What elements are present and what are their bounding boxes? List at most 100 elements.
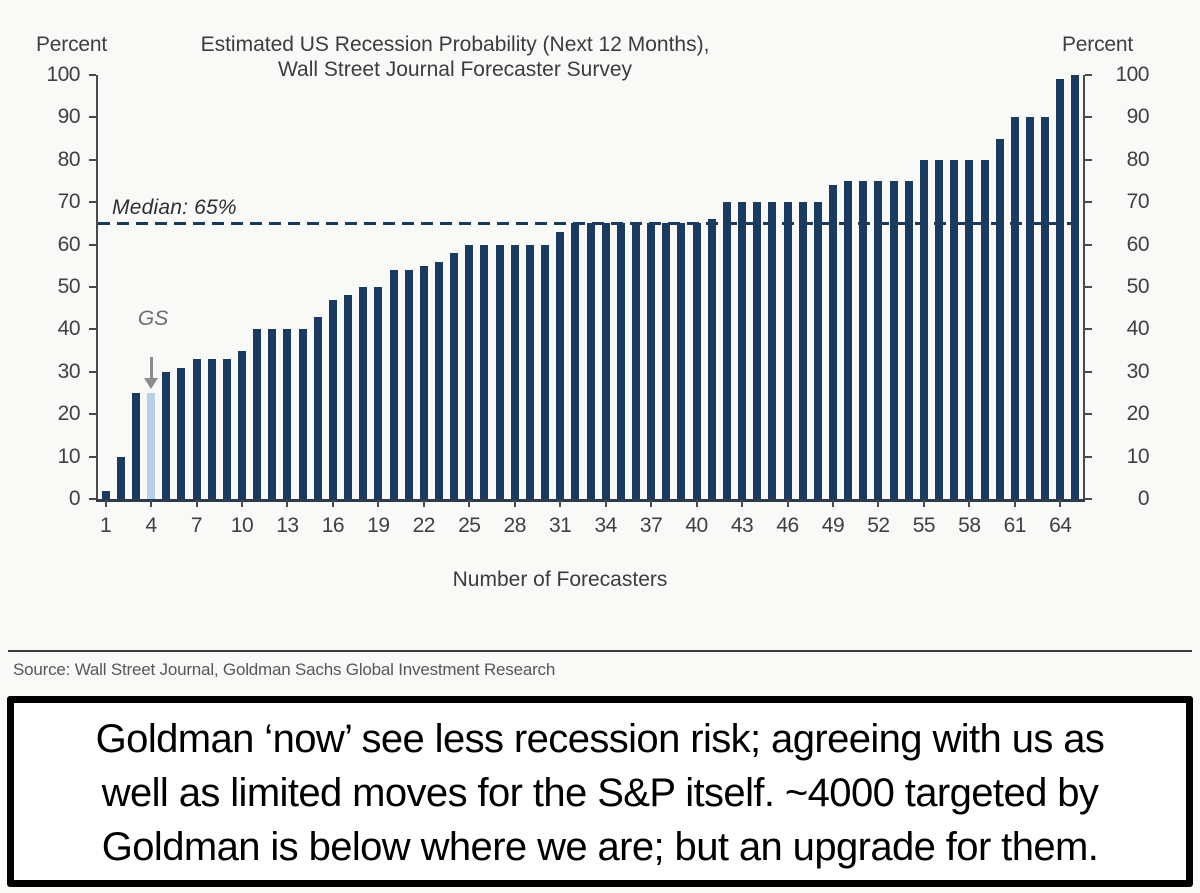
bar xyxy=(359,287,368,499)
x-axis-tick-label: 49 xyxy=(821,514,845,537)
bar xyxy=(1025,117,1034,499)
x-axis-tick-label: 43 xyxy=(730,514,754,537)
caption-line: Goldman is below where we are; but an up… xyxy=(101,825,1099,869)
x-axis-tick-label: 34 xyxy=(594,514,617,537)
y-axis-tick-label-left: 0 xyxy=(68,487,81,510)
bar xyxy=(131,393,140,499)
x-axis-tick-label: 16 xyxy=(321,514,345,537)
y-axis-tick-right xyxy=(1085,201,1092,204)
bar xyxy=(707,219,716,499)
x-axis-tick-label: 58 xyxy=(958,514,981,537)
x-axis-tick-label: 52 xyxy=(867,514,890,537)
y-axis-tick-right xyxy=(1085,413,1092,416)
bar xyxy=(919,159,928,499)
bar xyxy=(237,350,246,499)
x-axis-tick xyxy=(1013,500,1016,507)
x-axis-tick xyxy=(559,500,562,507)
y-axis-tick-label-left: 90 xyxy=(57,105,81,129)
bar xyxy=(813,202,822,499)
bar xyxy=(1041,117,1050,499)
x-axis-tick xyxy=(240,500,243,507)
y-axis-tick-label-right: 70 xyxy=(1126,190,1150,214)
y-axis-tick-right xyxy=(1085,243,1092,246)
y-axis-tick-left xyxy=(89,413,96,416)
bar xyxy=(677,223,686,499)
bar xyxy=(874,181,883,499)
x-axis-tick-label: 22 xyxy=(412,514,436,537)
bar xyxy=(419,265,428,499)
y-axis-line-right xyxy=(1083,75,1085,502)
bar xyxy=(283,329,292,499)
y-axis-tick-left xyxy=(89,328,96,331)
bar xyxy=(601,223,610,499)
bar xyxy=(631,223,640,499)
x-axis-tick xyxy=(377,500,380,507)
x-axis-tick xyxy=(695,500,698,507)
bar xyxy=(192,359,201,499)
y-axis-tick-left xyxy=(89,158,96,161)
x-axis-tick-label: 31 xyxy=(549,514,572,537)
y-axis-tick-label-right: 10 xyxy=(1126,444,1150,468)
x-axis-tick-label: 37 xyxy=(639,514,663,537)
left-axis-unit-label: Percent xyxy=(36,33,107,56)
bar xyxy=(480,244,489,499)
bar xyxy=(995,138,1004,499)
gs-label: GS xyxy=(137,307,169,330)
y-axis-tick-label-right: 40 xyxy=(1126,317,1150,341)
x-axis-tick xyxy=(422,500,425,507)
y-axis-tick-label-right: 90 xyxy=(1126,105,1150,129)
bar xyxy=(116,456,125,499)
y-axis-tick-left xyxy=(89,286,96,288)
x-axis-tick xyxy=(468,500,471,507)
bar xyxy=(525,244,534,499)
gs-arrow-icon xyxy=(149,357,153,378)
bar xyxy=(950,159,959,499)
x-axis-tick-label: 4 xyxy=(145,514,157,537)
right-axis-unit-label: Percent xyxy=(1062,33,1133,56)
bar xyxy=(571,223,580,499)
x-axis-tick-label: 61 xyxy=(1003,514,1027,537)
bar xyxy=(647,223,656,499)
bar xyxy=(207,359,216,499)
bar xyxy=(313,316,322,499)
x-axis-tick xyxy=(604,500,607,507)
bar xyxy=(722,202,731,499)
gs-highlight-bar xyxy=(147,393,156,499)
bar xyxy=(101,490,110,499)
bar xyxy=(253,329,262,499)
y-axis-tick-right xyxy=(1085,74,1092,76)
bar xyxy=(374,287,383,499)
x-axis-tick-label: 55 xyxy=(912,514,936,537)
y-axis-tick-label-right: 30 xyxy=(1126,359,1150,383)
y-axis-tick-left xyxy=(89,116,96,119)
bar xyxy=(768,202,777,499)
bar xyxy=(662,223,671,499)
bar xyxy=(495,244,504,499)
x-axis-tick xyxy=(968,500,971,507)
y-axis-tick-left xyxy=(89,201,96,204)
bar xyxy=(222,359,231,499)
y-axis-tick-label-left: 80 xyxy=(57,147,81,171)
bar xyxy=(783,202,792,499)
y-axis-line-left xyxy=(96,75,98,502)
chart-title-line-1: Estimated US Recession Probability (Next… xyxy=(200,33,710,56)
y-axis-tick-label-left: 20 xyxy=(57,402,81,426)
bar xyxy=(935,159,944,499)
y-axis-tick-label-left: 40 xyxy=(57,317,81,341)
bar xyxy=(965,159,974,499)
bar xyxy=(844,181,853,499)
bar xyxy=(1071,75,1080,499)
x-axis-tick xyxy=(150,500,153,507)
bar xyxy=(753,202,762,499)
bar xyxy=(692,223,701,499)
x-axis-tick xyxy=(195,500,198,507)
source-divider-line xyxy=(8,650,1192,652)
y-axis-tick-right xyxy=(1085,116,1092,119)
bar xyxy=(798,202,807,499)
x-axis-tick-label: 28 xyxy=(503,514,527,537)
y-axis-tick-right xyxy=(1085,455,1092,458)
y-axis-tick-label-left: 10 xyxy=(57,444,81,468)
bar xyxy=(510,244,519,499)
x-axis-title: Number of Forecasters xyxy=(452,568,668,591)
